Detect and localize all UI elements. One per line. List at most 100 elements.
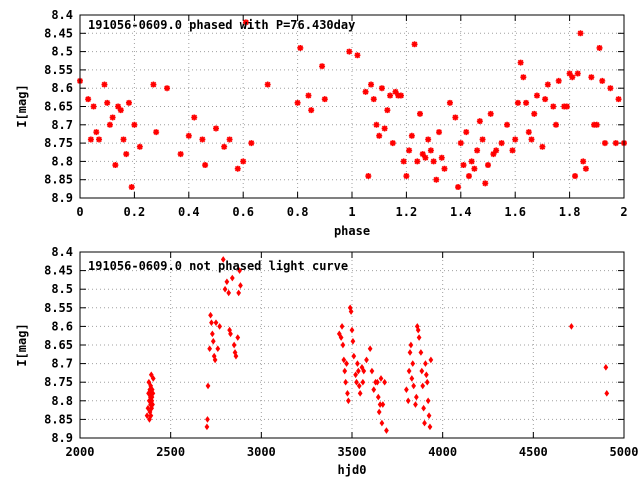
phased-data-point: [599, 77, 606, 84]
unphased-data-point: [569, 323, 574, 330]
phased-data-point: [504, 121, 511, 128]
phased-plot-ticks: 0 0.2 0.4 0.6 0.8 1 1.2 1.4 1.6 1.8 2 8.4 8.45 8.5 8.5…: [44, 8, 628, 219]
phased-data-point: [572, 173, 579, 180]
unphased-data-point: [419, 367, 425, 375]
unphased-data-point: [424, 378, 430, 386]
phased-data-point: [226, 136, 233, 143]
phased-data-point: [202, 162, 209, 169]
unphased-data-point: [341, 356, 347, 364]
unphased-data-point: [148, 371, 154, 379]
phased-data-point: [191, 114, 198, 121]
phased-data-point: [441, 165, 448, 172]
phased-data-point: [596, 44, 603, 51]
unphased-data-point: [379, 419, 385, 427]
phased-data-point: [125, 99, 132, 106]
phased-plot-frame: [79, 14, 625, 199]
phased-data-point: [460, 162, 467, 169]
phased-data-point: [425, 136, 432, 143]
unphased-data-point: [382, 378, 388, 386]
phased-data-point: [419, 151, 426, 158]
unphased-data-point: [378, 375, 384, 382]
phased-data-point: [123, 151, 130, 158]
phased-data-point: [490, 151, 497, 158]
unphased-xtick-label: 4000: [428, 445, 457, 459]
phased-xtick-label: 1: [348, 205, 355, 219]
phased-data-point: [542, 96, 549, 103]
phased-plot-xlabel: phase: [334, 224, 370, 238]
phased-ytick-label: 8.45: [44, 26, 73, 40]
phased-data-point: [308, 107, 315, 114]
unphased-data-point: [604, 390, 610, 397]
phased-data-point: [297, 44, 304, 51]
unphased-xtick-label: 2500: [156, 445, 185, 459]
unphased-data-point: [343, 378, 349, 386]
unphased-plot-frame: [79, 251, 625, 439]
unphased-data-point: [217, 323, 222, 330]
phased-ytick-label: 8.4: [51, 8, 73, 22]
unphased-ytick-label: 8.85: [44, 412, 73, 426]
unphased-data-point: [336, 330, 342, 338]
phased-xtick-label: 0.8: [287, 205, 309, 219]
phased-ytick-label: 8.8: [51, 154, 73, 168]
phased-data-point: [555, 77, 562, 84]
phased-xtick-label: 1.6: [504, 205, 526, 219]
phased-data-point: [408, 132, 415, 139]
unphased-data-point: [408, 341, 414, 349]
phased-data-point: [446, 99, 453, 106]
phased-data-point: [234, 165, 241, 172]
unphased-data-point: [350, 337, 356, 345]
phased-data-point: [109, 114, 116, 121]
phased-ytick-label: 8.85: [44, 173, 73, 187]
phased-data-point: [523, 99, 530, 106]
unphased-xtick-label: 2000: [66, 445, 95, 459]
unphased-data-point: [144, 412, 150, 419]
unphased-data-point: [207, 345, 213, 353]
phased-data-point: [580, 158, 587, 165]
phased-data-point: [120, 136, 127, 143]
phased-data-point: [213, 125, 219, 132]
unphased-data-point: [384, 427, 389, 434]
phased-data-point: [368, 81, 375, 88]
unphased-data-point: [427, 423, 433, 431]
phased-data-point: [321, 96, 328, 103]
unphased-data-point: [411, 382, 417, 390]
unphased-data-point: [414, 393, 419, 401]
phased-data-point: [479, 136, 486, 143]
phased-data-point: [136, 143, 143, 150]
phased-data-point: [455, 184, 462, 191]
phased-data-point: [468, 158, 475, 165]
unphased-data-point: [208, 311, 213, 319]
unphased-data-point: [238, 282, 243, 289]
phased-data-point: [476, 118, 483, 125]
phased-data-point: [411, 41, 418, 48]
unphased-data-point: [213, 319, 219, 326]
phased-data-point: [517, 59, 524, 66]
phased-plot-points: [77, 19, 627, 191]
unphased-data-point: [421, 404, 426, 412]
unphased-data-point: [367, 345, 373, 353]
phased-data-point: [199, 136, 206, 143]
phased-data-point: [131, 121, 138, 128]
unphased-data-point: [420, 382, 426, 390]
phased-data-point: [601, 140, 608, 147]
unphased-data-point: [340, 341, 346, 349]
unphased-data-point: [355, 367, 361, 375]
phased-data-point: [498, 140, 505, 147]
phased-ytick-label: 8.6: [51, 81, 73, 95]
unphased-data-point: [149, 404, 154, 412]
phased-data-point: [153, 129, 160, 136]
phased-data-point: [354, 52, 361, 59]
phased-data-point: [362, 88, 369, 95]
phased-data-point: [104, 99, 111, 106]
unphased-data-point: [359, 364, 365, 371]
unphased-data-point: [426, 412, 432, 419]
unphased-data-point: [357, 390, 363, 397]
unphased-data-point: [351, 352, 357, 360]
phased-data-point: [514, 99, 521, 106]
phased-data-point: [566, 70, 573, 77]
phased-data-point: [463, 129, 470, 136]
phased-data-point: [528, 136, 535, 143]
phased-data-point: [248, 140, 255, 147]
phased-data-point: [185, 132, 192, 139]
unphased-data-point: [349, 326, 355, 334]
